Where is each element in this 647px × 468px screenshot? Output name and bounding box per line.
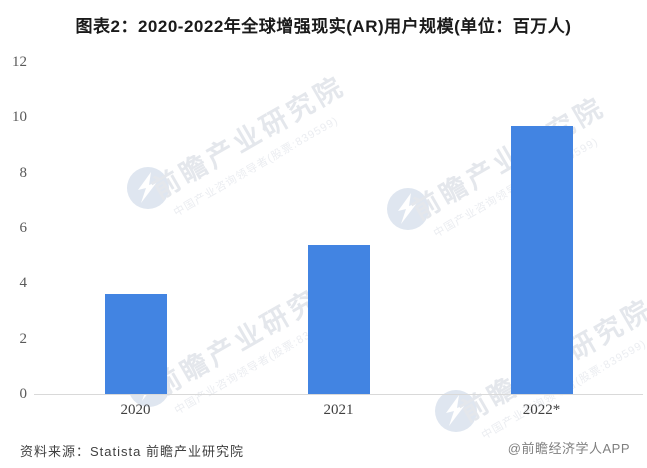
source-note: 资料来源：Statista 前瞻产业研究院 bbox=[20, 444, 244, 459]
y-tick-label-12: 12 bbox=[12, 54, 27, 70]
y-tick-label-10: 10 bbox=[12, 109, 27, 126]
credit-note: @前瞻经济学人APP bbox=[507, 441, 630, 456]
x-tick-label-2020: 2020 bbox=[120, 402, 151, 418]
y-tick-label-8: 8 bbox=[19, 164, 28, 181]
y-tick-label-0: 0 bbox=[19, 386, 28, 402]
chart-title: 图表2：2020-2022年全球增强现实(AR)用户规模(单位：百万人) bbox=[75, 17, 572, 36]
y-tick-label-2: 2 bbox=[19, 330, 28, 347]
y-tick-label-4: 4 bbox=[19, 275, 28, 292]
y-tick-label-6: 6 bbox=[19, 220, 28, 236]
bar-2021 bbox=[307, 244, 370, 394]
bar-2020 bbox=[104, 294, 167, 394]
x-tick-label-2021: 2021 bbox=[323, 402, 354, 418]
plot-area bbox=[34, 62, 643, 395]
bar-2022 bbox=[510, 125, 573, 394]
x-tick-label-2022: 2022* bbox=[522, 402, 561, 418]
